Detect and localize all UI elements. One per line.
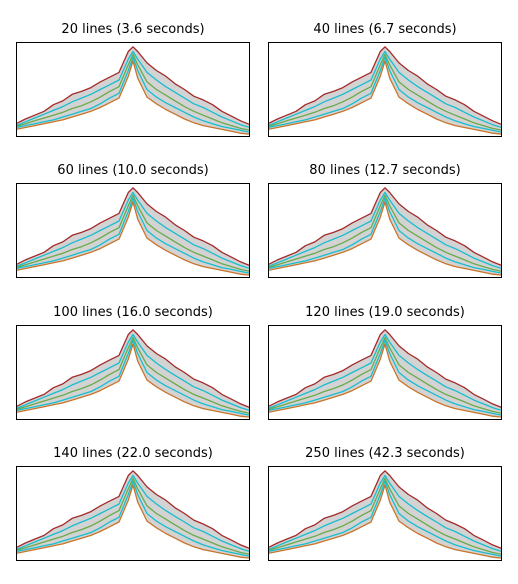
band-area — [16, 187, 250, 276]
panel-4: 80 lines (12.7 seconds) — [268, 163, 502, 278]
series-line-median — [16, 477, 250, 556]
series-line-inner-high — [268, 474, 502, 553]
series-line-inner-low — [268, 197, 502, 274]
series-line-upper — [16, 470, 250, 550]
panel-3: 60 lines (10.0 seconds) — [16, 163, 250, 278]
series-line-upper — [16, 46, 250, 126]
series-line-inner-high — [16, 50, 250, 129]
panel-5: 100 lines (16.0 seconds) — [16, 305, 250, 420]
series-line-upper — [268, 470, 502, 550]
panel-frame — [268, 466, 502, 561]
band-area — [268, 470, 502, 559]
panel-6: 120 lines (19.0 seconds) — [268, 305, 502, 420]
series-line-lower — [268, 484, 502, 559]
panel-frame — [16, 183, 250, 278]
series-line-lower — [268, 60, 502, 135]
band-area — [16, 470, 250, 559]
panel-title: 80 lines (12.7 seconds) — [309, 163, 460, 178]
series-line-median — [268, 336, 502, 415]
series-line-inner-high — [268, 333, 502, 412]
series-line-inner-low — [16, 339, 250, 416]
band-area — [16, 46, 250, 135]
series-line-inner-high — [16, 191, 250, 270]
panel-title: 100 lines (16.0 seconds) — [53, 305, 213, 320]
series-line-median — [268, 53, 502, 131]
series-line-lower — [16, 201, 250, 276]
series-line-inner-high — [16, 333, 250, 412]
series-line-median — [16, 194, 250, 273]
series-line-inner-low — [268, 480, 502, 557]
series-line-inner-low — [16, 480, 250, 557]
panel-frame — [268, 183, 502, 278]
series-line-lower — [16, 60, 250, 135]
series-line-median — [16, 53, 250, 131]
panel-frame — [16, 42, 250, 137]
series-line-inner-high — [268, 191, 502, 270]
panel-8: 250 lines (42.3 seconds) — [268, 446, 502, 561]
panel-title: 120 lines (19.0 seconds) — [305, 305, 465, 320]
panel-1: 20 lines (3.6 seconds) — [16, 22, 250, 137]
panel-title: 140 lines (22.0 seconds) — [53, 446, 213, 461]
series-line-median — [268, 194, 502, 273]
series-line-upper — [268, 329, 502, 409]
series-line-upper — [268, 187, 502, 267]
panel-frame — [268, 42, 502, 137]
panel-2: 40 lines (6.7 seconds) — [268, 22, 502, 137]
panel-title: 40 lines (6.7 seconds) — [313, 22, 456, 37]
series-line-inner-low — [268, 339, 502, 416]
panel-frame — [16, 466, 250, 561]
band-area — [268, 329, 502, 418]
series-line-upper — [16, 329, 250, 409]
band-area — [268, 187, 502, 276]
series-line-lower — [16, 484, 250, 559]
panel-title: 20 lines (3.6 seconds) — [61, 22, 204, 37]
series-line-median — [268, 477, 502, 556]
series-line-upper — [268, 46, 502, 126]
panel-7: 140 lines (22.0 seconds) — [16, 446, 250, 561]
band-area — [268, 46, 502, 135]
series-line-inner-low — [16, 197, 250, 274]
series-line-inner-high — [16, 474, 250, 553]
panel-frame — [268, 325, 502, 420]
panel-frame — [16, 325, 250, 420]
band-area — [16, 329, 250, 418]
series-line-lower — [268, 343, 502, 418]
series-line-lower — [268, 201, 502, 276]
panel-title: 60 lines (10.0 seconds) — [57, 163, 208, 178]
series-line-median — [16, 336, 250, 415]
panel-title: 250 lines (42.3 seconds) — [305, 446, 465, 461]
series-line-inner-low — [268, 56, 502, 133]
series-line-inner-low — [16, 56, 250, 133]
series-line-lower — [16, 343, 250, 418]
series-line-inner-high — [268, 50, 502, 129]
series-line-upper — [16, 187, 250, 267]
